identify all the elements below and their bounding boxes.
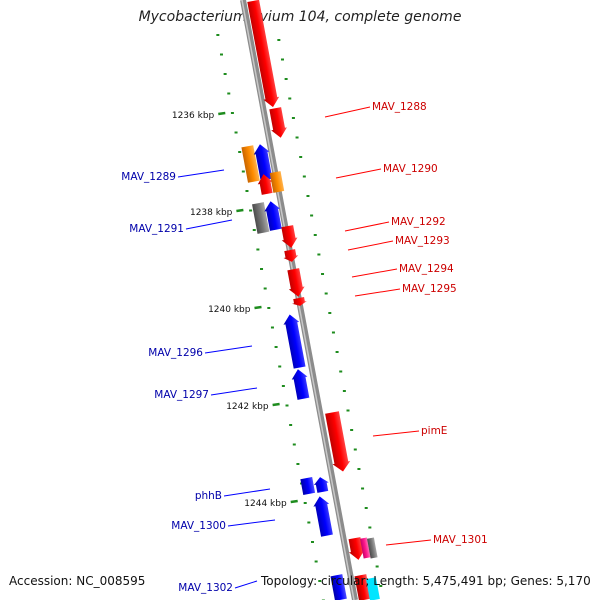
- scale-tick-mark: [254, 305, 262, 310]
- scale-tick-label: 1242 kbp: [226, 402, 269, 412]
- leader-line: [210, 387, 258, 396]
- gene-feature: [348, 537, 365, 560]
- gene-feature: [283, 249, 299, 262]
- accession-label: Accession:: [9, 574, 73, 588]
- leader-line: [204, 345, 253, 354]
- gene-features: [241, 0, 380, 600]
- scale-tick-mark: [290, 499, 298, 504]
- gene-label-mav_1300[interactable]: MAV_1300: [171, 520, 226, 532]
- gene-feature: [269, 107, 287, 138]
- gene-label-mav_1288[interactable]: MAV_1288: [372, 101, 427, 113]
- gene-feature: [325, 411, 351, 472]
- gene-feature: [283, 314, 306, 369]
- leader-line: [234, 580, 258, 589]
- gene-labels: MAV_1288 MAV_1290 MAV_1292 MAV_1293 MAV_1294…: [121, 101, 487, 594]
- gene-feature: [313, 496, 333, 537]
- scale-tick-label: 1238 kbp: [190, 208, 233, 218]
- gene-label-mav_1293[interactable]: MAV_1293: [395, 235, 450, 247]
- gene-label-pime[interactable]: pimE: [421, 425, 447, 437]
- gene-feature: [291, 369, 310, 400]
- genes-value: 5,170: [556, 574, 591, 588]
- gene-feature: [330, 574, 347, 600]
- leader-line: [351, 268, 398, 278]
- leader-line: [223, 488, 271, 497]
- leader-line: [185, 219, 233, 230]
- scale-tick-label: 1244 kbp: [244, 499, 287, 509]
- gene-feature: [247, 0, 280, 108]
- gene-label-mav_1301[interactable]: MAV_1301: [433, 534, 488, 546]
- gene-label-mav_1294[interactable]: MAV_1294: [399, 263, 454, 275]
- gene-feature: [253, 144, 273, 181]
- gene-label-mav_1302[interactable]: MAV_1302: [178, 582, 233, 594]
- gene-feature: [292, 297, 307, 306]
- scale-tick-mark: [236, 208, 244, 213]
- label-leaders: [177, 106, 432, 589]
- leader-line: [344, 221, 390, 232]
- leader-line: [354, 288, 401, 297]
- topology-label: Topology:: [261, 574, 318, 588]
- gene-label-mav_1297[interactable]: MAV_1297: [154, 389, 209, 401]
- leader-line: [335, 168, 382, 179]
- scale-tick-label: 1240 kbp: [208, 305, 251, 315]
- gene-label-mav_1290[interactable]: MAV_1290: [383, 163, 438, 175]
- leader-line: [347, 240, 394, 251]
- gene-feature: [257, 174, 273, 195]
- gene-feature: [360, 537, 371, 559]
- scale-ticks: 1236 kbp 1238 kbp 1240 kbp 1242 kbp 1244 kbp: [172, 111, 298, 509]
- leader-line: [372, 430, 420, 437]
- leader-line: [177, 169, 225, 178]
- accession-value: NC_008595: [76, 574, 146, 588]
- gene-label-mav_1289[interactable]: MAV_1289: [121, 171, 176, 183]
- scale-tick-mark: [218, 111, 226, 116]
- gene-feature: [264, 201, 282, 231]
- scale-tick-label: 1236 kbp: [172, 111, 215, 121]
- gene-feature: [313, 477, 329, 493]
- map-title: Mycobacterium avium 104, complete genome: [138, 9, 462, 25]
- tick-dot-rows: [216, 34, 383, 600]
- gene-label-mav_1291[interactable]: MAV_1291: [129, 223, 184, 235]
- gene-feature: [281, 225, 298, 248]
- gene-label-mav_1292[interactable]: MAV_1292: [391, 216, 446, 228]
- gene-label-phhb[interactable]: phhB: [195, 490, 222, 502]
- gene-label-mav_1296[interactable]: MAV_1296: [148, 347, 203, 359]
- leader-line: [227, 519, 276, 527]
- gene-feature: [241, 145, 260, 183]
- gene-feature: [269, 171, 285, 193]
- gene-feature: [367, 537, 378, 559]
- gene-feature: [300, 477, 316, 495]
- gene-feature: [287, 268, 305, 297]
- length-value: 5,475,491 bp: [422, 574, 503, 588]
- gene-feature: [252, 202, 270, 234]
- scale-tick-mark: [272, 402, 280, 407]
- genes-label: Genes:: [510, 574, 553, 588]
- gene-feature: [366, 577, 380, 600]
- genome-stats: Topology: circular; Length: 5,475,491 bp…: [261, 574, 591, 588]
- accession-info: Accession: NC_008595: [9, 574, 145, 588]
- topology-value: circular: [320, 574, 366, 588]
- gene-label-mav_1295[interactable]: MAV_1295: [402, 283, 457, 295]
- leader-line: [385, 539, 432, 546]
- length-label: Length:: [373, 574, 419, 588]
- leader-line: [324, 106, 371, 118]
